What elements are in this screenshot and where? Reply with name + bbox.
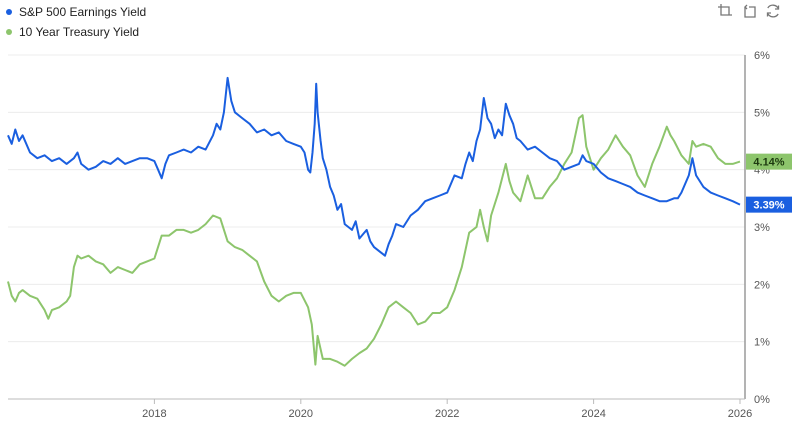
y-tick-label: 0% xyxy=(754,394,770,406)
svg-text:4.14%: 4.14% xyxy=(753,157,784,169)
y-tick-label: 3% xyxy=(754,222,770,234)
x-axis-ticks: 2018 2020 2022 2024 2026 xyxy=(142,399,752,420)
legend-marker-earnings xyxy=(6,9,12,15)
series-line-treasury-yield[interactable] xyxy=(7,114,741,367)
refresh-icon xyxy=(766,4,780,18)
zoom-reset-icon xyxy=(744,4,756,18)
zoom-in-button[interactable] xyxy=(716,2,734,20)
y-tick-label: 1% xyxy=(754,337,770,349)
x-tick-label: 2020 xyxy=(289,408,313,420)
refresh-button[interactable] xyxy=(764,2,782,20)
y-tick-label: 6% xyxy=(754,50,770,62)
x-tick-label: 2026 xyxy=(728,408,752,420)
zoom-reset-button[interactable] xyxy=(740,2,758,20)
legend-label-earnings: S&P 500 Earnings Yield xyxy=(19,5,147,19)
legend-item-earnings-yield[interactable]: S&P 500 Earnings Yield xyxy=(6,2,146,22)
legend-label-treasury: 10 Year Treasury Yield xyxy=(19,25,140,39)
legend-marker-treasury xyxy=(6,29,12,35)
series-lines xyxy=(7,76,741,367)
last-value-badge-earnings: 3.39% xyxy=(746,196,792,213)
gridlines xyxy=(8,54,745,343)
series-line-earnings-yield[interactable] xyxy=(7,76,741,257)
y-tick-label: 5% xyxy=(754,107,770,119)
x-tick-label: 2022 xyxy=(435,408,459,420)
legend-item-treasury-yield[interactable]: 10 Year Treasury Yield xyxy=(6,22,146,42)
zoom-in-icon xyxy=(718,4,732,16)
chart-legend: S&P 500 Earnings Yield 10 Year Treasury … xyxy=(6,2,146,42)
svg-text:3.39%: 3.39% xyxy=(753,200,784,212)
x-tick-label: 2024 xyxy=(581,408,605,420)
y-axis-ticks: 0%1%2%3%4%5%6% xyxy=(754,50,770,406)
chart-toolbar xyxy=(716,2,782,20)
x-tick-label: 2018 xyxy=(142,408,166,420)
y-tick-label: 2% xyxy=(754,279,770,291)
last-value-badge-treasury: 4.14% xyxy=(746,153,792,170)
